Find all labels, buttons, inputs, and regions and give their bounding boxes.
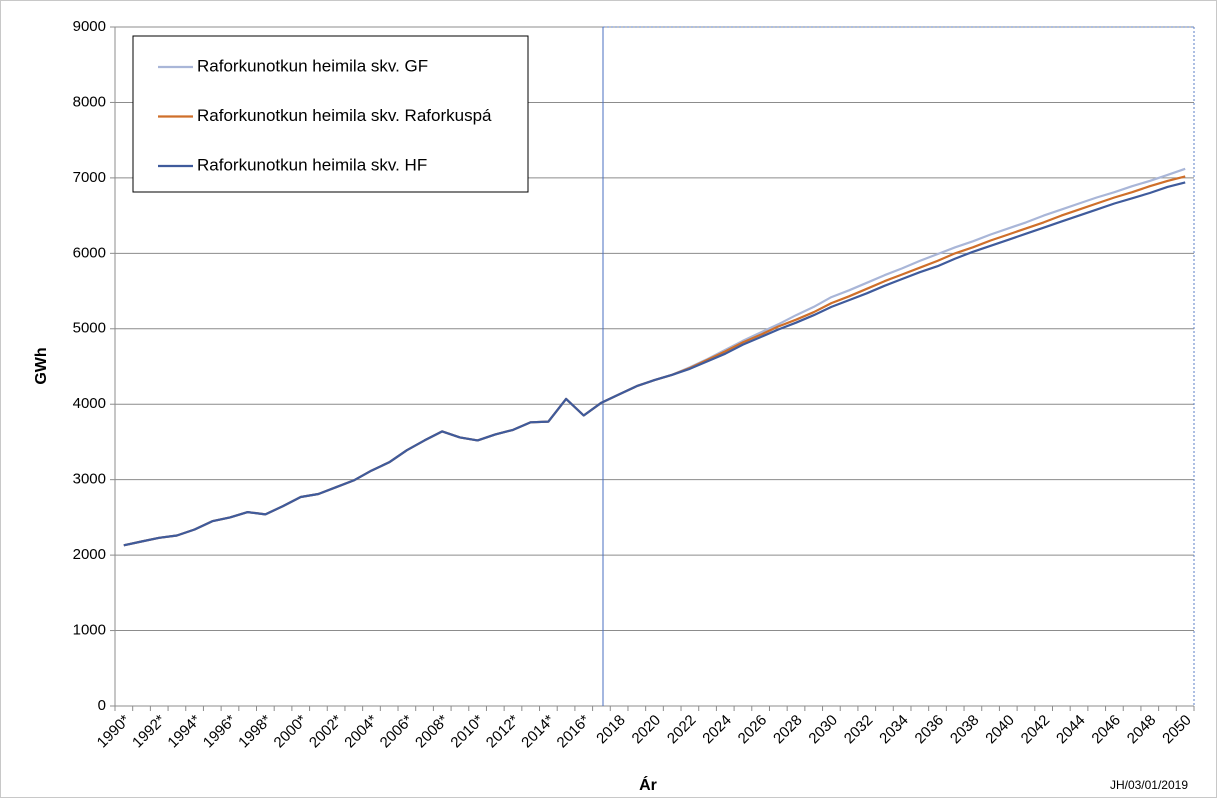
legend-label: Raforkunotkun heimila skv. HF [197,155,427,174]
y-tick-label: 1000 [73,622,106,639]
y-tick-label: 2000 [73,546,106,563]
y-tick-label: 6000 [73,244,106,261]
y-tick-label: 8000 [73,93,106,110]
y-tick-label: 4000 [73,395,106,412]
legend-label: Raforkunotkun heimila skv. GF [197,56,428,75]
series-line [123,181,1186,547]
legend-label: Raforkunotkun heimila skv. Raforkuspá [197,106,492,125]
y-axis-label: GWh [33,347,50,384]
legend-box [132,35,529,193]
x-axis-label: Ár [639,775,657,794]
y-tick-label: 9000 [73,18,106,35]
annotation: JH/03/01/2019 [1110,778,1188,792]
y-tick-label: 5000 [73,320,106,337]
y-tick-label: 7000 [73,169,106,186]
y-tick-label: 3000 [73,471,106,488]
y-tick-label: 0 [98,697,106,714]
